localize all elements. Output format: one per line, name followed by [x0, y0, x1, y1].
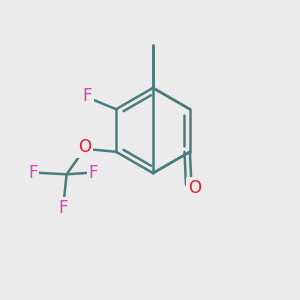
Text: F: F: [89, 164, 98, 182]
Text: F: F: [82, 87, 92, 105]
Text: F: F: [59, 199, 68, 217]
Text: O: O: [188, 179, 201, 197]
Text: O: O: [78, 138, 91, 156]
Text: F: F: [28, 164, 38, 182]
